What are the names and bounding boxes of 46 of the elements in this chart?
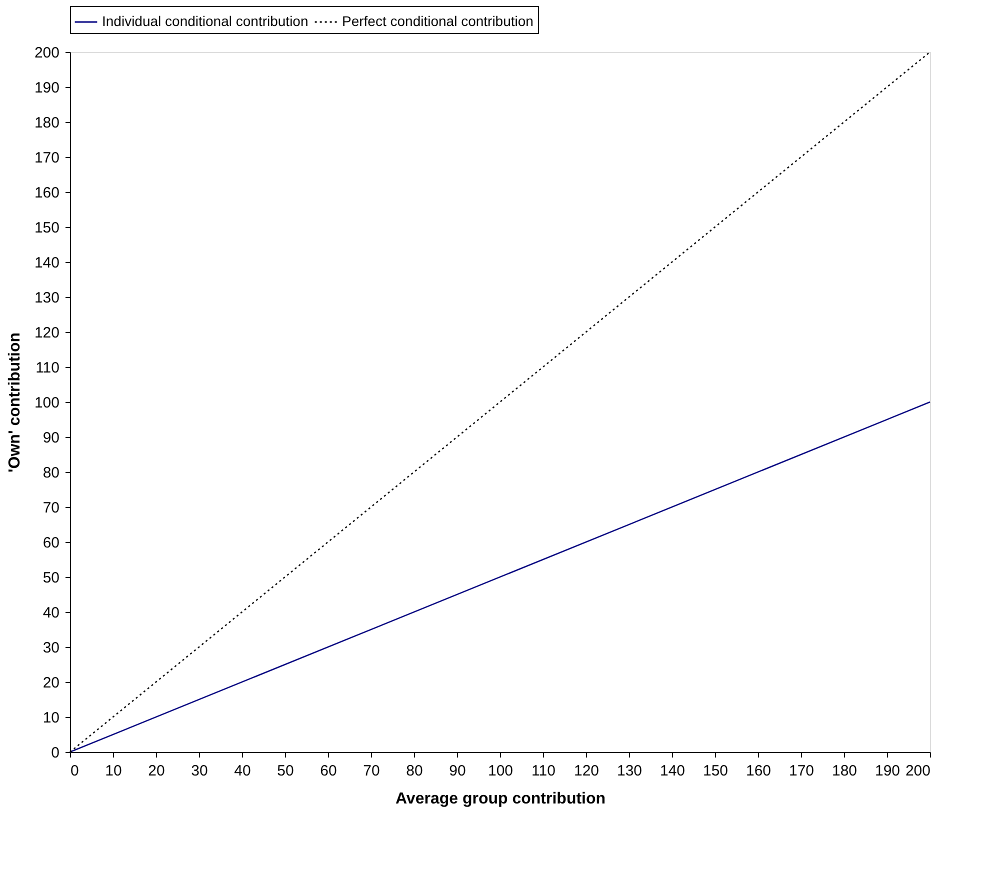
- x-tick-label: 20: [148, 762, 165, 780]
- y-tick-label: 10: [42, 710, 60, 726]
- x-tick-label: 0: [70, 762, 79, 780]
- y-tick-label: 140: [34, 254, 60, 272]
- x-tick-label: 30: [191, 762, 208, 780]
- y-axis-title: 'Own' contribution: [6, 332, 24, 473]
- x-tick-label: 170: [788, 762, 814, 780]
- y-tick-label: 170: [34, 150, 60, 166]
- y-tick-label: 90: [42, 430, 60, 446]
- y-tick-label: 80: [42, 464, 60, 482]
- x-tick-label: 160: [746, 762, 772, 780]
- y-tick-label: 20: [42, 674, 60, 692]
- x-tick-label: 150: [702, 762, 728, 780]
- y-tick-label: 200: [34, 44, 60, 62]
- legend-label: Individual conditional contribution: [102, 13, 308, 29]
- x-tick-label: 130: [616, 762, 642, 780]
- x-tick-label: 110: [532, 762, 556, 780]
- x-tick-label: 90: [449, 762, 466, 780]
- y-tick-label: 50: [42, 570, 60, 586]
- y-tick-label: 120: [34, 324, 60, 342]
- y-tick-label: 100: [34, 394, 60, 412]
- x-tick-label: 40: [234, 762, 251, 780]
- x-tick-label: 70: [363, 762, 380, 780]
- y-tick-label: 0: [51, 744, 60, 762]
- y-tick-label: 30: [42, 640, 60, 656]
- x-tick-label: 10: [105, 762, 122, 780]
- y-tick-label: 150: [34, 220, 60, 236]
- x-tick-label: 50: [277, 762, 294, 780]
- x-axis-title: Average group contribution: [395, 790, 606, 808]
- y-tick-label: 180: [34, 114, 60, 132]
- legend-label: Perfect conditional contribution: [342, 13, 534, 29]
- x-tick-label: 190: [874, 762, 900, 780]
- x-tick-label: 180: [832, 762, 858, 780]
- y-tick-label: 60: [42, 534, 60, 552]
- x-tick-label: 200: [905, 762, 930, 780]
- y-tick-label: 110: [36, 360, 60, 376]
- y-tick-label: 130: [34, 290, 60, 306]
- x-tick-label: 80: [406, 762, 423, 780]
- y-tick-label: 40: [42, 604, 60, 622]
- y-tick-label: 190: [34, 80, 60, 96]
- y-tick-label: 160: [34, 184, 60, 202]
- x-tick-label: 60: [320, 762, 337, 780]
- x-tick-label: 120: [574, 762, 600, 780]
- y-tick-label: 70: [42, 500, 60, 516]
- x-tick-label: 140: [660, 762, 686, 780]
- x-tick-label: 100: [488, 762, 514, 780]
